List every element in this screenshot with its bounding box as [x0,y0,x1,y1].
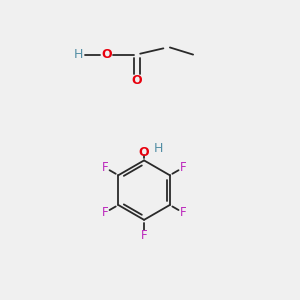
Text: H: H [74,48,83,62]
Text: H: H [154,142,164,155]
Text: O: O [139,146,149,159]
Text: F: F [180,161,187,174]
Text: O: O [131,74,142,87]
Text: F: F [102,161,108,174]
Text: F: F [141,229,147,242]
Text: O: O [102,48,112,62]
Text: F: F [102,206,108,219]
Text: F: F [180,206,187,219]
